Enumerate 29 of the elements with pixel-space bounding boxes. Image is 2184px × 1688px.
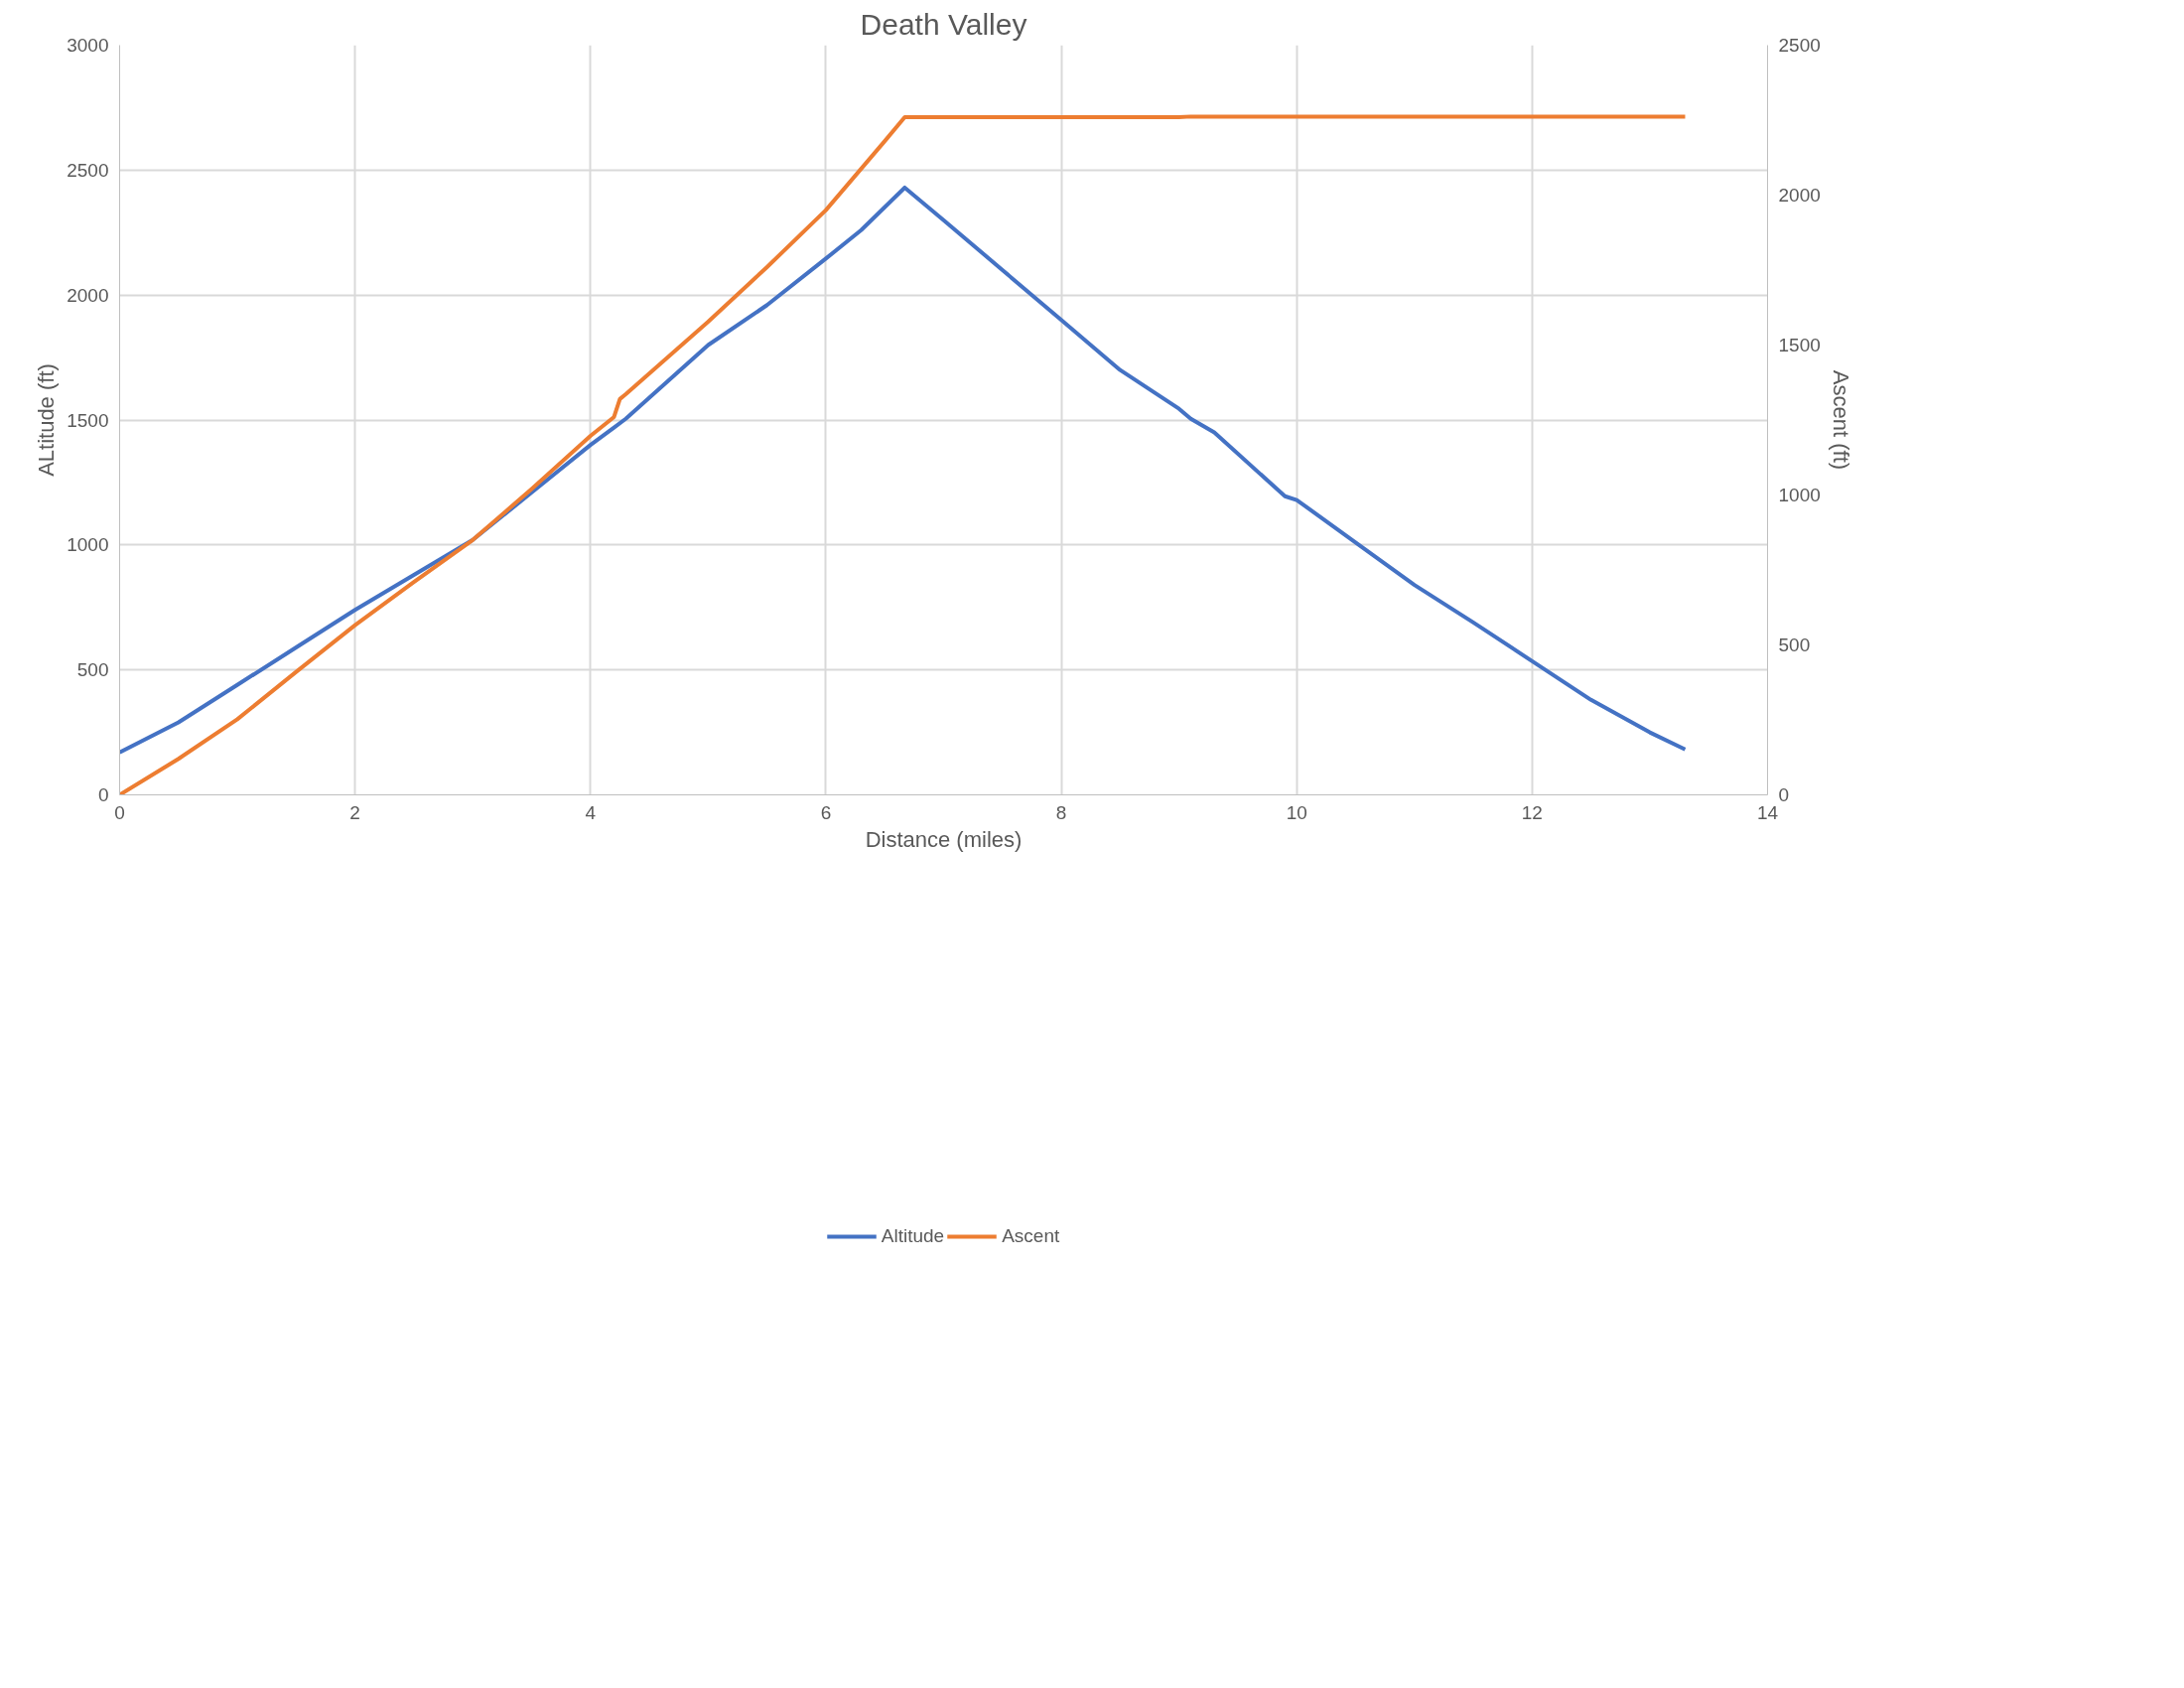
x-tick-label: 2: [349, 801, 360, 823]
y2-axis-title: Ascent (ft): [1828, 369, 1853, 471]
x-tick-label: 6: [820, 801, 832, 823]
x-tick-label: 0: [114, 801, 125, 823]
y2-tick-label: 2000: [1778, 185, 1821, 206]
line-series: [119, 185, 1688, 755]
y-tick-label: 1000: [67, 534, 109, 556]
y-axis-title: ALtitude (ft): [34, 363, 60, 477]
x-axis-title: Distance (miles): [865, 826, 1023, 852]
y-tick-label: 3000: [67, 35, 109, 56]
y-tick-label: 2000: [67, 284, 109, 306]
y2-tick-label: 0: [1778, 784, 1790, 805]
x-tick-label: 10: [1286, 801, 1307, 823]
y-tick-label: 2500: [67, 159, 109, 181]
line-series: [119, 114, 1688, 795]
y2-tick-label: 500: [1778, 634, 1811, 655]
x-tick-label: 4: [585, 801, 597, 823]
legend-label: Ascent: [1002, 1224, 1060, 1247]
legend-label: Altitude: [881, 1224, 945, 1247]
y2-tick-label: 1000: [1778, 485, 1821, 505]
y-tick-label: 1500: [67, 409, 109, 431]
y2-tick-label: 1500: [1778, 335, 1821, 355]
x-tick-label: 8: [1055, 801, 1067, 823]
y-tick-label: 500: [76, 659, 109, 681]
y2-tick-label: 2500: [1778, 35, 1821, 56]
x-tick-label: 14: [1756, 801, 1779, 823]
x-tick-label: 12: [1521, 801, 1543, 823]
y-tick-label: 0: [97, 784, 109, 805]
chart-title: Death Valley: [860, 7, 1027, 41]
